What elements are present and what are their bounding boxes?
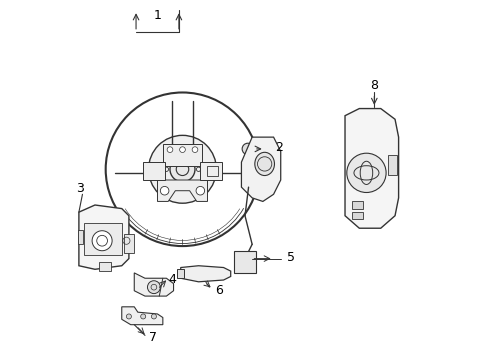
Bar (98, 262, 111, 271)
Bar (163, 144, 202, 166)
Circle shape (141, 314, 146, 319)
Bar (352, 212, 363, 219)
Bar (84, 223, 122, 255)
Text: 6: 6 (215, 284, 222, 297)
Polygon shape (134, 273, 173, 296)
Text: 4: 4 (168, 273, 176, 286)
Circle shape (180, 147, 185, 153)
Circle shape (167, 147, 173, 153)
Circle shape (347, 153, 386, 193)
Bar (177, 269, 184, 278)
Circle shape (151, 314, 156, 319)
Text: 8: 8 (370, 79, 378, 92)
Polygon shape (157, 180, 207, 202)
Circle shape (147, 281, 160, 294)
Polygon shape (79, 205, 129, 269)
Text: 7: 7 (148, 331, 156, 344)
Bar (123, 234, 134, 253)
Text: 1: 1 (153, 9, 161, 22)
Bar (352, 202, 363, 208)
Circle shape (160, 186, 169, 195)
Bar (200, 162, 222, 180)
Circle shape (192, 147, 198, 153)
Circle shape (196, 186, 205, 195)
Ellipse shape (170, 157, 195, 182)
Ellipse shape (106, 93, 259, 246)
Ellipse shape (148, 135, 217, 203)
Bar (207, 166, 218, 176)
Bar (78, 230, 83, 244)
Text: 2: 2 (275, 141, 283, 154)
Ellipse shape (255, 152, 274, 176)
Text: 5: 5 (287, 251, 295, 264)
Polygon shape (181, 266, 231, 282)
Polygon shape (242, 137, 281, 202)
Bar (143, 162, 165, 180)
Circle shape (92, 231, 112, 251)
Polygon shape (122, 307, 163, 325)
Text: 3: 3 (76, 183, 84, 195)
Polygon shape (345, 109, 398, 228)
Circle shape (242, 143, 253, 155)
Circle shape (126, 314, 131, 319)
Polygon shape (234, 251, 256, 273)
Bar (388, 155, 397, 175)
